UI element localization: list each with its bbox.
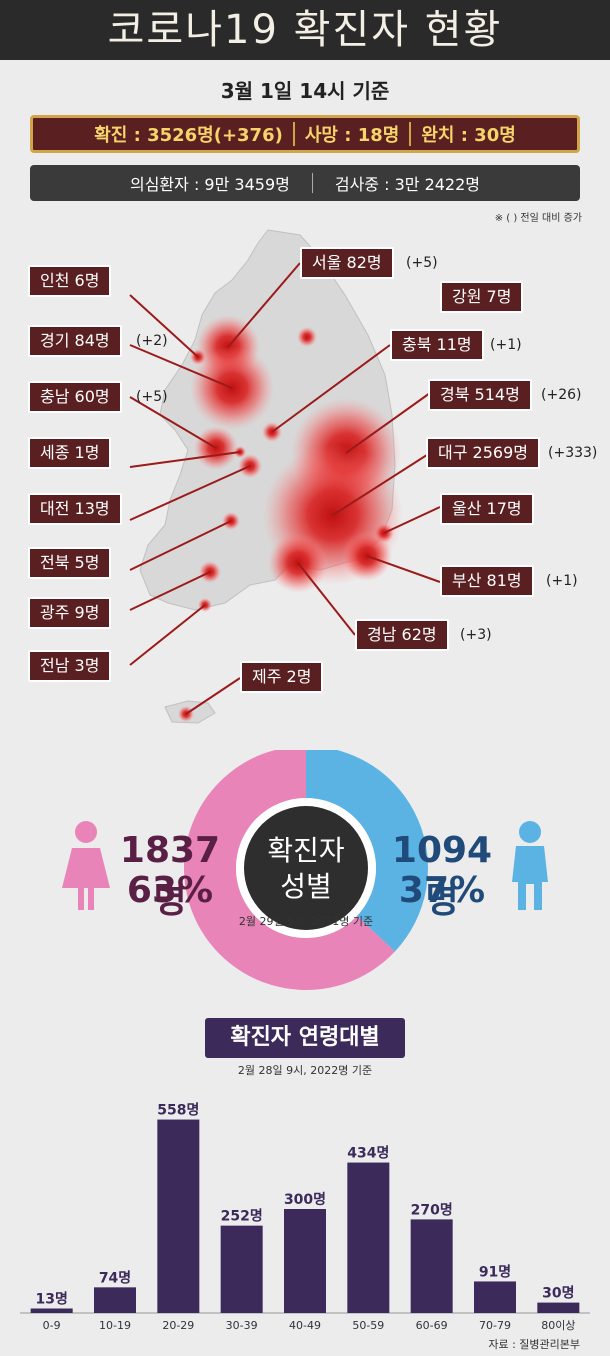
region-delta-gyeongbuk: (+26) <box>541 387 582 403</box>
bar-70-79 <box>474 1281 516 1313</box>
source-label: 자료 : 질병관리본부 <box>488 1338 580 1351</box>
region-label-gwangju: 광주 9명 <box>28 597 112 629</box>
donut-segment-male <box>306 750 428 952</box>
region-label-ulsan: 울산 17명 <box>440 493 534 525</box>
bar-0-9 <box>30 1308 73 1313</box>
region-label-jeonnam: 전남 3명 <box>28 650 112 682</box>
leader-lines <box>129 262 441 715</box>
donut-center <box>244 806 368 930</box>
deaths-stat: 사망 : 18명 <box>304 125 400 146</box>
region-label-gyeonggi: 경기 84명 <box>28 325 122 357</box>
region-delta-chungbuk: (+1) <box>490 337 522 353</box>
x-tick-label: 0-9 <box>43 1319 61 1332</box>
x-tick-label: 30-39 <box>226 1319 258 1332</box>
male-percent: 37% <box>398 870 486 911</box>
recovered-stat: 완치 : 30명 <box>421 125 516 146</box>
x-tick-label: 80이상 <box>541 1319 575 1332</box>
suspected-stat: 의심환자 : 9만 3459명 <box>129 175 290 194</box>
x-tick-label: 20-29 <box>162 1319 194 1332</box>
gender-section: 확진자 성별 2월 29일 9시, 2931명 기준 1837명 63% 109… <box>0 750 610 1000</box>
korea-map: 인천 6명 서울 82명 (+5) 강원 7명 경기 84명 (+2) 충북 1… <box>0 225 610 745</box>
region-label-seoul: 서울 82명 <box>300 247 394 279</box>
x-tick-label: 10-19 <box>99 1319 131 1332</box>
age-bar-chart: 13명 0-9 74명 10-19 558명 20-29 252명 30-39 300명 40-4… <box>0 1075 610 1340</box>
bar-value-label: 558명 <box>157 1102 199 1119</box>
bar-20-29 <box>157 1119 200 1313</box>
region-label-jeonbuk: 전북 5명 <box>28 547 112 579</box>
divider <box>292 122 295 146</box>
male-icon <box>512 821 548 910</box>
region-delta-gyeongnam: (+3) <box>460 627 492 643</box>
region-label-gyeongnam: 경남 62명 <box>355 619 449 651</box>
divider <box>311 173 313 193</box>
region-label-daejeon: 대전 13명 <box>28 493 122 525</box>
donut-segment-female <box>184 750 395 990</box>
region-label-chungnam: 충남 60명 <box>28 381 122 413</box>
bar-80이상 <box>537 1302 580 1313</box>
bar-10-19 <box>94 1287 136 1313</box>
region-label-gangwon: 강원 7명 <box>440 281 524 313</box>
region-delta-chungnam: (+5) <box>136 389 168 405</box>
bar-value-label: 30명 <box>542 1285 574 1302</box>
bar-value-label: 300명 <box>284 1191 326 1208</box>
age-chart-title: 확진자 연령대별 <box>205 1018 405 1058</box>
region-label-incheon: 인천 6명 <box>28 265 112 297</box>
female-percent: 63% <box>126 870 214 911</box>
divider <box>409 122 412 146</box>
stats-bar: 확진 : 3526명(+376) 사망 : 18명 완치 : 30명 <box>30 115 580 153</box>
region-label-sejong: 세종 1명 <box>28 437 112 469</box>
center-title-line1: 확진자 <box>267 834 344 867</box>
testing-stat: 검사중 : 3만 2422명 <box>334 175 481 194</box>
region-label-busan: 부산 81명 <box>440 565 534 597</box>
gender-donut: 확진자 성별 2월 29일 9시, 2931명 기준 <box>62 750 548 990</box>
region-delta-seoul: (+5) <box>406 255 438 271</box>
x-tick-label: 40-49 <box>289 1319 321 1332</box>
x-tick-label: 60-69 <box>416 1319 448 1332</box>
center-note: 2월 29일 9시, 2931명 기준 <box>239 914 373 928</box>
bar-value-label: 252명 <box>221 1208 263 1225</box>
page-title: 코로나19 확진자 현황 <box>0 0 610 60</box>
bar-value-label: 91명 <box>479 1263 511 1280</box>
x-tick-label: 50-59 <box>352 1319 384 1332</box>
bar-40-49 <box>284 1209 326 1313</box>
bar-value-label: 270명 <box>411 1201 453 1218</box>
confirmed-stat: 확진 : 3526명(+376) <box>94 125 283 146</box>
region-label-jeju: 제주 2명 <box>240 661 324 693</box>
age-chart-subtitle: 2월 28일 9시, 2022명 기준 <box>237 1064 373 1077</box>
male-count: 1094명 <box>391 830 493 921</box>
map-svg <box>129 229 441 724</box>
bar-60-69 <box>410 1219 453 1313</box>
bar-value-label: 434명 <box>347 1145 389 1162</box>
female-count: 1837명 <box>119 830 221 921</box>
center-title-line2: 성별 <box>280 870 332 903</box>
region-delta-gyeonggi: (+2) <box>136 333 168 349</box>
region-label-daegu: 대구 2569명 <box>426 437 540 469</box>
bar-50-59 <box>347 1162 390 1313</box>
female-icon <box>62 821 110 910</box>
x-tick-label: 70-79 <box>479 1319 511 1332</box>
bar-value-label: 74명 <box>99 1269 131 1286</box>
date-label: 3월 1일 14시 기준 <box>220 79 390 103</box>
delta-note: ※ ( ) 전일 대비 증가 <box>494 213 582 224</box>
region-delta-busan: (+1) <box>546 573 578 589</box>
region-label-chungbuk: 충북 11명 <box>390 329 484 361</box>
sub-stats-bar: 의심환자 : 9만 3459명 검사중 : 3만 2422명 <box>30 165 580 201</box>
bar-value-label: 13명 <box>35 1290 67 1307</box>
region-delta-daegu: (+333) <box>548 445 598 461</box>
hotspot-gangwon <box>297 327 317 347</box>
bar-30-39 <box>220 1225 263 1313</box>
age-bar-chart-svg: 13명 0-9 74명 10-19 558명 20-29 252명 30-39 300명 40-4… <box>20 1102 590 1332</box>
region-label-gyeongbuk: 경북 514명 <box>428 379 532 411</box>
